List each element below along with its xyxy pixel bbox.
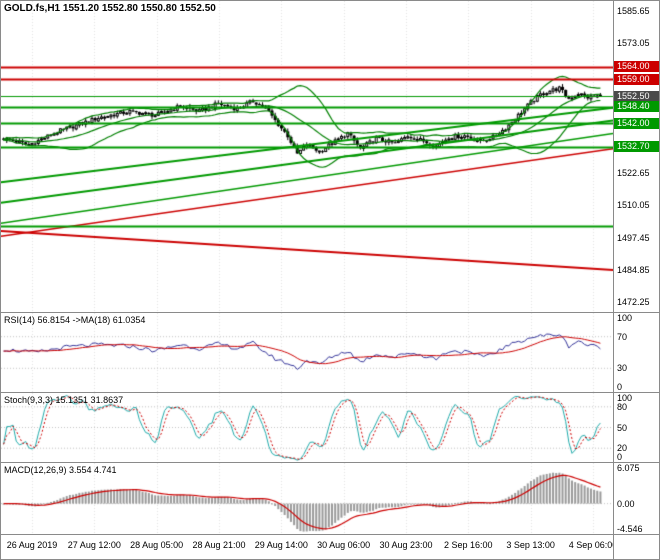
indicator-tick-label: 50 — [617, 422, 628, 433]
indicator-tick-label: 0 — [617, 382, 623, 392]
indicator-tick-label: 80 — [617, 401, 628, 412]
price-axis[interactable]: 1585.65 1573.05 1522.65 1510.05 1497.45 1484.… — [613, 1, 659, 312]
price-tick-label: 1497.45 — [617, 232, 650, 243]
stochastic-indicator-panel: Stoch(9,3,3) 15.1351 31.8637 100 80 50 20 0 — [1, 393, 659, 463]
rsi-canvas[interactable] — [1, 313, 613, 392]
price-level-tag: 1548.40 — [614, 101, 659, 113]
indicator-tick-label: 100 — [617, 313, 633, 323]
macd-indicator-panel: MACD(12,26,9) 3.554 4.741 6.075 0.00 -4.54… — [1, 463, 659, 535]
stochastic-plot[interactable]: Stoch(9,3,3) 15.1351 31.8637 — [1, 393, 613, 462]
price-tick-label: 1585.65 — [617, 5, 650, 16]
time-axis-strip[interactable]: 26 Aug 2019 27 Aug 12:00 28 Aug 05:00 28 Au… — [1, 535, 613, 559]
time-axis-corner — [613, 535, 659, 559]
time-axis-label: 30 Aug 06:00 — [317, 540, 371, 550]
indicator-tick-label: 30 — [617, 363, 628, 374]
macd-axis[interactable]: 6.075 0.00 -4.546 — [613, 463, 659, 534]
price-tick-label: 1484.85 — [617, 264, 650, 275]
time-axis-label: 4 Sep 06:00 — [568, 540, 613, 550]
macd-plot[interactable]: MACD(12,26,9) 3.554 4.741 — [1, 463, 613, 534]
indicator-tick-label: 70 — [617, 331, 628, 342]
indicator-tick-label: 100 — [617, 393, 633, 403]
time-axis-label: 27 Aug 12:00 — [67, 540, 121, 550]
indicator-tick-label: 6.075 — [617, 463, 640, 473]
price-chart-plot[interactable]: GOLD.fs,H1 1551.20 1552.80 1550.80 1552.… — [1, 1, 613, 312]
stochastic-indicator-label: Stoch(9,3,3) 15.1351 31.8637 — [4, 395, 124, 405]
price-tick-label: 1522.65 — [617, 167, 650, 178]
price-level-tag: 1552.50 — [614, 90, 659, 102]
price-tick-label: 1573.05 — [617, 38, 650, 49]
price-level-tag: 1559.00 — [614, 73, 659, 85]
time-axis-label: 3 Sep 13:00 — [506, 540, 555, 550]
price-tick-label: 1472.25 — [617, 297, 650, 308]
price-chart-canvas[interactable] — [1, 1, 613, 312]
macd-canvas[interactable] — [1, 463, 613, 534]
indicator-tick-label: 20 — [617, 443, 628, 454]
indicator-tick-label: 0 — [617, 452, 623, 462]
time-axis-label: 30 Aug 23:00 — [379, 540, 433, 550]
rsi-axis[interactable]: 100 70 30 0 — [613, 313, 659, 392]
rsi-indicator-panel: RSI(14) 56.8154 ->MA(18) 61.0354 100 70 30… — [1, 313, 659, 393]
time-axis[interactable]: 26 Aug 2019 27 Aug 12:00 28 Aug 05:00 28 Au… — [1, 535, 659, 559]
stochastic-axis[interactable]: 100 80 50 20 0 — [613, 393, 659, 462]
time-axis-label: 28 Aug 05:00 — [130, 540, 184, 550]
price-level-tag: 1532.70 — [614, 141, 659, 153]
rsi-indicator-label: RSI(14) 56.8154 ->MA(18) 61.0354 — [4, 315, 146, 325]
rsi-plot[interactable]: RSI(14) 56.8154 ->MA(18) 61.0354 — [1, 313, 613, 392]
price-level-tag: 1564.00 — [614, 61, 659, 73]
time-axis-label: 29 Aug 14:00 — [254, 540, 308, 550]
macd-indicator-label: MACD(12,26,9) 3.554 4.741 — [4, 465, 117, 475]
price-level-tag: 1542.00 — [614, 117, 659, 129]
indicator-tick-label: -4.546 — [617, 524, 643, 534]
symbol-ohlc-readout: GOLD.fs,H1 1551.20 1552.80 1550.80 1552.… — [4, 3, 216, 14]
stochastic-canvas[interactable] — [1, 393, 613, 462]
time-axis-label: 28 Aug 21:00 — [192, 540, 246, 550]
price-tick-label: 1510.05 — [617, 200, 650, 211]
indicator-tick-label: 0.00 — [617, 498, 635, 509]
price-chart-panel: GOLD.fs,H1 1551.20 1552.80 1550.80 1552.… — [1, 1, 659, 313]
time-axis-label: 2 Sep 16:00 — [444, 540, 493, 550]
time-axis-label: 26 Aug 2019 — [6, 540, 58, 550]
